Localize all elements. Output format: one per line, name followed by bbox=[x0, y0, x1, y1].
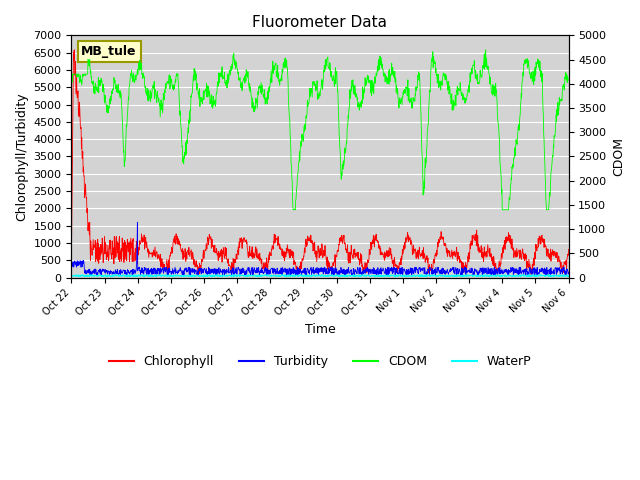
CDOM bbox=[234, 66, 241, 72]
CDOM bbox=[289, 207, 297, 213]
Chlorophyll bbox=[564, 247, 572, 252]
Turbidity bbox=[134, 219, 141, 225]
Line: Turbidity: Turbidity bbox=[72, 222, 568, 275]
Chlorophyll bbox=[179, 251, 186, 257]
Line: WaterP: WaterP bbox=[72, 275, 568, 276]
CDOM bbox=[564, 77, 572, 83]
Legend: Chlorophyll, Turbidity, CDOM, WaterP: Chlorophyll, Turbidity, CDOM, WaterP bbox=[104, 350, 536, 373]
Chlorophyll bbox=[194, 271, 202, 277]
CDOM bbox=[397, 98, 405, 104]
Turbidity bbox=[68, 259, 76, 265]
CDOM bbox=[506, 190, 514, 196]
Chlorophyll bbox=[463, 263, 470, 268]
CDOM bbox=[462, 96, 470, 102]
CDOM bbox=[166, 86, 173, 92]
Chlorophyll bbox=[234, 244, 242, 250]
CDOM bbox=[178, 144, 186, 150]
CDOM bbox=[482, 47, 490, 53]
Turbidity bbox=[564, 269, 572, 275]
CDOM bbox=[68, 76, 76, 82]
Chlorophyll bbox=[68, 257, 76, 263]
Chlorophyll bbox=[397, 253, 405, 259]
WaterP bbox=[166, 274, 173, 279]
WaterP bbox=[234, 273, 241, 279]
Turbidity bbox=[234, 264, 242, 270]
Chlorophyll bbox=[506, 240, 514, 246]
Title: Fluorometer Data: Fluorometer Data bbox=[253, 15, 387, 30]
Text: MB_tule: MB_tule bbox=[81, 45, 137, 58]
Y-axis label: Chlorophyll/Turbidity: Chlorophyll/Turbidity bbox=[15, 92, 28, 221]
Turbidity bbox=[166, 268, 174, 274]
WaterP bbox=[463, 274, 470, 279]
WaterP bbox=[319, 274, 327, 279]
Line: Chlorophyll: Chlorophyll bbox=[72, 50, 568, 274]
WaterP bbox=[564, 273, 572, 279]
Turbidity bbox=[506, 270, 514, 276]
Turbidity bbox=[283, 272, 291, 278]
Chlorophyll bbox=[70, 47, 78, 53]
WaterP bbox=[506, 273, 514, 279]
Turbidity bbox=[179, 272, 186, 277]
Line: CDOM: CDOM bbox=[72, 50, 568, 210]
Turbidity bbox=[397, 267, 405, 273]
Turbidity bbox=[463, 265, 470, 271]
Chlorophyll bbox=[166, 253, 174, 259]
X-axis label: Time: Time bbox=[305, 323, 335, 336]
Y-axis label: CDOM: CDOM bbox=[612, 137, 625, 176]
WaterP bbox=[178, 274, 186, 279]
WaterP bbox=[68, 273, 76, 279]
WaterP bbox=[384, 272, 392, 278]
WaterP bbox=[397, 273, 405, 279]
